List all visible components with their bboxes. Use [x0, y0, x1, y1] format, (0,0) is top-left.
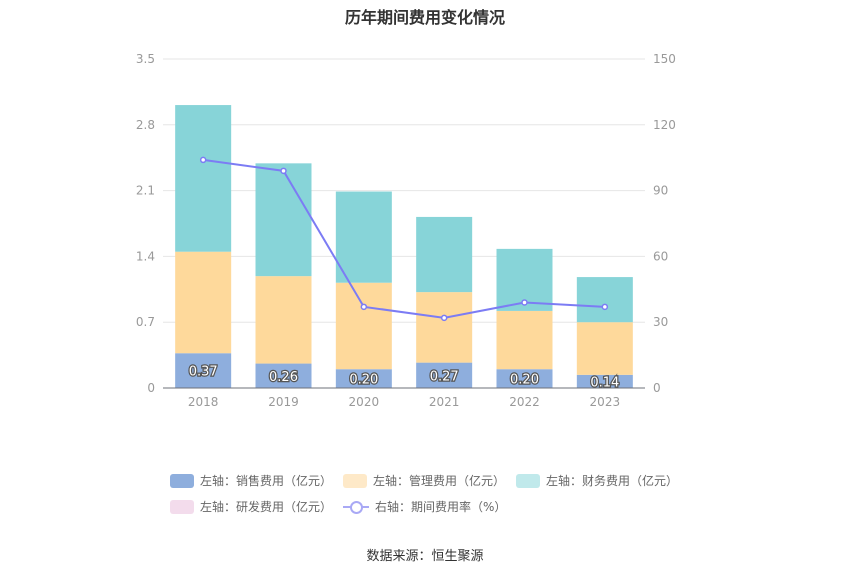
bar-segment-2 — [175, 105, 232, 252]
bar-segment-0 — [175, 353, 232, 388]
legend-swatch-rnd — [170, 499, 194, 514]
legend-label-admin: 左轴：管理费用（亿元） — [373, 474, 506, 488]
x-axis-tick: 2019 — [268, 395, 299, 409]
legend-label-sales: 左轴：销售费用（亿元） — [200, 474, 333, 488]
bar-segment-0 — [416, 362, 473, 388]
bar-segment-1 — [335, 282, 392, 370]
data-label: 0.37 — [189, 365, 218, 380]
legend-label-finance: 左轴：财务费用（亿元） — [546, 474, 679, 488]
expense-ratio-point — [360, 303, 368, 311]
legend-swatch-sales — [170, 473, 194, 488]
expense-ratio-line — [203, 158, 605, 319]
left-axis-tick: 1.4 — [136, 249, 155, 263]
expense-ratio-point — [521, 299, 528, 306]
expense-ratio-point — [440, 314, 448, 322]
legend-item-admin[interactable]: 左轴：管理费用（亿元） — [343, 472, 505, 489]
bar-segment-0 — [335, 369, 392, 388]
right-axis-tick: 150 — [653, 52, 676, 66]
expense-ratio-point — [199, 156, 207, 164]
bar-segment-0 — [496, 369, 553, 388]
data-label: 0.20 — [349, 373, 378, 388]
bar-segment-1 — [255, 276, 312, 364]
bar-segment-0 — [255, 363, 312, 388]
left-axis-tick: 2.1 — [136, 184, 155, 198]
data-label: 0.20 — [510, 373, 539, 388]
legend-swatch-admin — [343, 473, 367, 488]
right-axis-tick: 60 — [653, 249, 668, 263]
bar-segment-1 — [416, 292, 473, 363]
right-axis-tick: 30 — [653, 315, 668, 329]
right-axis-tick: 90 — [653, 184, 668, 198]
x-axis-tick: 2018 — [188, 395, 219, 409]
data-label: 0.27 — [430, 369, 459, 384]
data-label: 0.14 — [590, 375, 619, 390]
legend-label-rnd: 左轴：研发费用（亿元） — [200, 500, 333, 514]
bar-segment-1 — [576, 322, 633, 375]
legend-swatch-finance — [516, 473, 540, 488]
x-axis-tick: 2022 — [509, 395, 540, 409]
bar-segment-1 — [496, 310, 553, 370]
bar-segment-1 — [175, 251, 232, 354]
x-axis-tick: 2021 — [429, 395, 460, 409]
legend-swatch-expense-ratio — [343, 500, 369, 514]
x-axis-tick: 2020 — [349, 395, 380, 409]
bar-segment-2 — [255, 163, 312, 277]
chart-plot: 0 0 0.7 30 1.4 60 2.1 90 2.8 120 3.5 150 2018 2019 202… — [136, 52, 676, 409]
legend-label-expense-ratio: 右轴：期间费用率（%） — [375, 500, 507, 514]
chart-title: 历年期间费用变化情况 — [344, 8, 505, 27]
data-source: 数据来源：恒生聚源 — [366, 549, 484, 564]
x-axis-tick: 2023 — [590, 395, 621, 409]
legend-item-sales[interactable]: 左轴：销售费用（亿元） — [170, 472, 332, 489]
bar-segment-2 — [576, 277, 633, 323]
right-axis-tick: 0 — [653, 381, 661, 395]
bar-segment-0 — [576, 374, 633, 388]
left-axis-tick: 0 — [147, 381, 155, 395]
left-axis-tick: 2.8 — [136, 118, 155, 132]
bar-segment-2 — [335, 191, 392, 283]
right-axis-tick: 120 — [653, 118, 676, 132]
left-axis-tick: 0.7 — [136, 315, 155, 329]
bar-segment-2 — [416, 216, 473, 293]
legend-item-finance[interactable]: 左轴：财务费用（亿元） — [516, 472, 678, 489]
expense-ratio-point — [601, 303, 609, 311]
legend-item-expense-ratio[interactable]: 右轴：期间费用率（%） — [343, 498, 506, 515]
expense-ratio-point — [280, 167, 287, 175]
legend-item-rnd[interactable]: 左轴：研发费用（亿元） — [170, 498, 332, 515]
left-axis-tick: 3.5 — [136, 52, 155, 66]
data-label: 0.26 — [269, 370, 298, 385]
